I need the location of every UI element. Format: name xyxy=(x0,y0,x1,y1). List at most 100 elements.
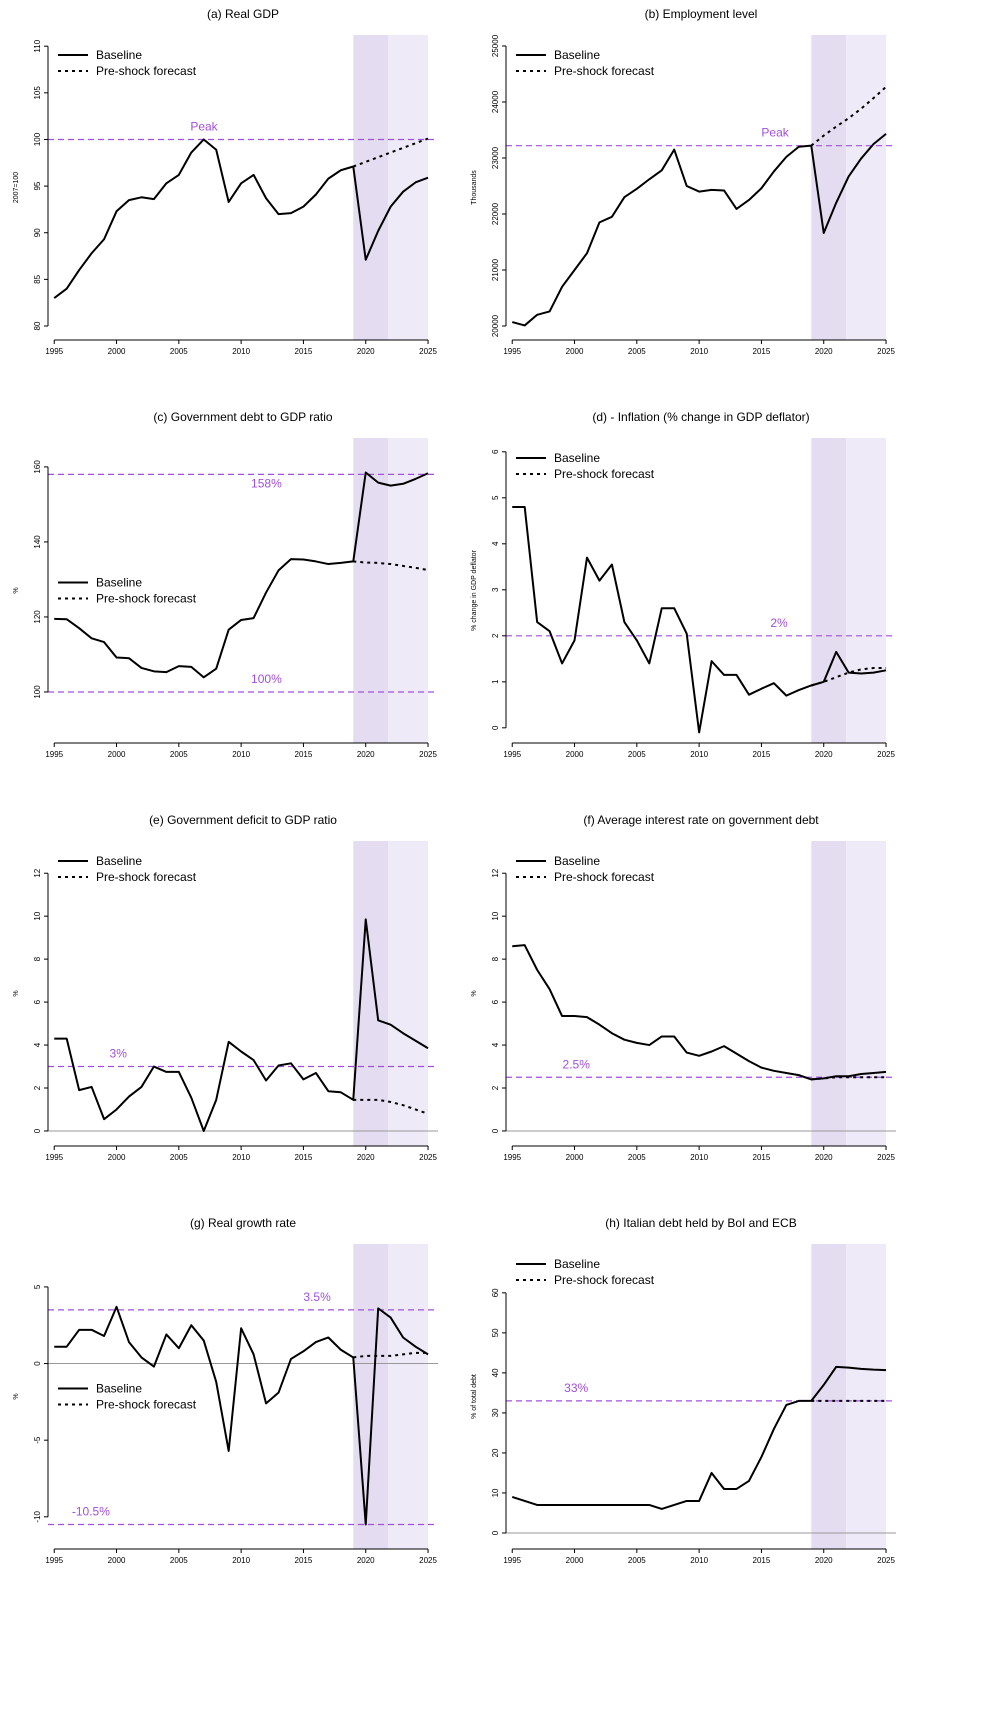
y-tick-label: 110 xyxy=(33,39,42,52)
series-line xyxy=(54,471,429,679)
legend-label: Baseline xyxy=(96,1382,142,1396)
x-tick-label: 2020 xyxy=(357,750,375,759)
y-tick-label: 0 xyxy=(491,725,500,730)
x-tick-label: 2010 xyxy=(232,1153,250,1162)
x-tick-label: 2020 xyxy=(357,1153,375,1162)
x-tick-label: 2020 xyxy=(357,1556,375,1565)
series-line xyxy=(511,133,887,327)
legend-label: Baseline xyxy=(96,576,142,590)
shaded-period xyxy=(846,841,887,1146)
y-tick-label: 4 xyxy=(33,1042,42,1047)
x-tick-label: 1995 xyxy=(45,1153,63,1162)
reference-label: 3.5% xyxy=(303,1290,331,1304)
shaded-period xyxy=(353,35,389,340)
y-tick-label: 25000 xyxy=(491,34,500,57)
y-tick-label: 20000 xyxy=(491,314,500,337)
series-line xyxy=(353,1098,429,1115)
x-tick-label: 2020 xyxy=(357,347,375,356)
legend-label: Baseline xyxy=(554,1257,600,1271)
y-tick-label: 6 xyxy=(491,999,500,1004)
x-tick-label: 2010 xyxy=(232,1556,250,1565)
y-tick-label: 8 xyxy=(33,956,42,961)
y-tick-label: 105 xyxy=(33,86,42,100)
x-tick-label: 2005 xyxy=(170,750,188,759)
y-tick-label: 100 xyxy=(33,132,42,146)
x-tick-label: 2005 xyxy=(628,750,646,759)
x-tick-label: 2015 xyxy=(753,347,771,356)
x-tick-label: 2010 xyxy=(690,750,708,759)
y-tick-label: 12 xyxy=(33,868,42,877)
x-tick-label: 2005 xyxy=(628,1153,646,1162)
reference-label: 158% xyxy=(251,476,282,490)
x-tick-label: 2010 xyxy=(232,347,250,356)
legend-label: Baseline xyxy=(96,854,142,868)
chart-title: (f) Average interest rate on government … xyxy=(583,813,819,827)
y-tick-label: 140 xyxy=(33,535,42,549)
y-tick-label: 24000 xyxy=(491,90,500,113)
x-tick-label: 2005 xyxy=(170,1556,188,1565)
shaded-period xyxy=(846,438,887,743)
series-line xyxy=(353,560,429,572)
legend-label: Pre-shock forecast xyxy=(554,1273,655,1287)
chart-title: (c) Government debt to GDP ratio xyxy=(153,410,333,424)
legend-label: Pre-shock forecast xyxy=(554,870,655,884)
series-line xyxy=(54,918,429,1132)
legend-label: Baseline xyxy=(554,854,600,868)
shaded-period xyxy=(811,438,847,743)
reference-label: Peak xyxy=(761,126,789,140)
shaded-period xyxy=(388,841,429,1146)
y-tick-label: 3 xyxy=(491,587,500,592)
x-tick-label: 1995 xyxy=(503,1556,521,1565)
x-tick-label: 1995 xyxy=(503,1153,521,1162)
x-tick-label: 1995 xyxy=(45,1556,63,1565)
y-tick-label: 80 xyxy=(33,321,42,330)
x-tick-label: 2000 xyxy=(566,1153,584,1162)
x-tick-label: 2025 xyxy=(877,347,895,356)
legend-label: Pre-shock forecast xyxy=(96,1398,197,1412)
series-line xyxy=(810,86,887,147)
x-tick-label: 1995 xyxy=(45,750,63,759)
x-tick-label: 2005 xyxy=(170,347,188,356)
y-tick-label: 95 xyxy=(33,181,42,190)
y-tick-label: 1 xyxy=(491,679,500,684)
chart-title: (b) Employment level xyxy=(645,7,758,21)
legend-label: Baseline xyxy=(554,451,600,465)
legend-label: Pre-shock forecast xyxy=(96,870,197,884)
x-tick-label: 1995 xyxy=(503,750,521,759)
y-tick-label: 0 xyxy=(491,1530,500,1535)
shaded-period xyxy=(353,841,389,1146)
x-tick-label: 2015 xyxy=(295,1153,313,1162)
chart-title: (a) Real GDP xyxy=(207,7,279,21)
x-tick-label: 2000 xyxy=(108,1556,126,1565)
x-tick-label: 2015 xyxy=(753,750,771,759)
shaded-period xyxy=(846,35,887,340)
y-tick-label: 5 xyxy=(33,1284,42,1289)
x-tick-label: 2010 xyxy=(690,1556,708,1565)
series-line xyxy=(511,1365,887,1510)
x-tick-label: 2005 xyxy=(628,347,646,356)
legend-label: Baseline xyxy=(96,48,142,62)
x-tick-label: 2000 xyxy=(108,750,126,759)
x-tick-label: 2025 xyxy=(877,1153,895,1162)
y-axis-label: 2007=100 xyxy=(13,172,20,203)
reference-label: 3% xyxy=(110,1047,128,1061)
y-tick-label: 12 xyxy=(491,868,500,877)
series-line xyxy=(512,506,887,734)
x-tick-label: 2020 xyxy=(815,347,833,356)
y-tick-label: 120 xyxy=(33,610,42,624)
y-tick-label: 20 xyxy=(491,1448,500,1457)
legend-label: Pre-shock forecast xyxy=(554,467,655,481)
y-axis-label: % of total debt xyxy=(471,1374,478,1419)
x-tick-label: 2000 xyxy=(108,347,126,356)
x-tick-label: 2000 xyxy=(566,1556,584,1565)
y-tick-label: 0 xyxy=(33,1361,42,1366)
chart-title: (h) Italian debt held by BoI and ECB xyxy=(605,1216,796,1230)
y-tick-label: 0 xyxy=(491,1128,500,1133)
reference-label: 2% xyxy=(770,616,788,630)
y-tick-label: 6 xyxy=(33,999,42,1004)
y-tick-label: -10 xyxy=(33,1510,42,1522)
y-tick-label: 10 xyxy=(491,1488,500,1497)
y-tick-label: 2 xyxy=(491,1085,500,1090)
y-axis-label: % xyxy=(13,587,20,593)
